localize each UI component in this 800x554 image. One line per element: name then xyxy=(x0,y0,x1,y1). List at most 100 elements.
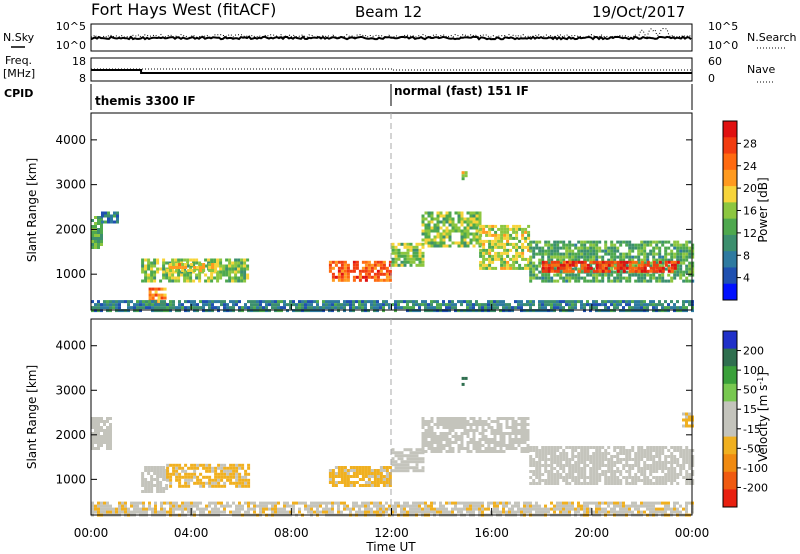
data-cell xyxy=(204,279,208,283)
data-cell xyxy=(216,261,220,265)
data-cell xyxy=(187,472,191,476)
data-cell xyxy=(478,214,482,218)
data-cell xyxy=(225,264,229,268)
data-cell xyxy=(613,303,616,307)
data-cell xyxy=(691,255,695,259)
data-cell xyxy=(472,423,476,426)
data-cell xyxy=(547,243,551,247)
data-cell xyxy=(490,309,493,313)
data-cell xyxy=(643,306,646,310)
colorbar-tick-label: 15 xyxy=(743,403,757,416)
data-cell xyxy=(166,475,170,479)
data-cell xyxy=(562,263,566,267)
data-cell xyxy=(613,446,617,449)
data-cell xyxy=(364,275,368,279)
data-cell xyxy=(544,300,547,304)
data-cell xyxy=(691,458,695,461)
data-cell xyxy=(667,303,670,307)
data-cell xyxy=(115,507,118,511)
data-cell xyxy=(550,252,554,256)
data-cell xyxy=(141,484,145,487)
data-cell xyxy=(364,278,368,282)
data-cell xyxy=(577,467,581,470)
data-cell xyxy=(358,504,361,508)
data-cell xyxy=(667,461,671,464)
data-cell xyxy=(358,466,362,469)
data-cell xyxy=(225,273,229,277)
data-cell xyxy=(109,306,112,310)
data-cell xyxy=(94,507,97,511)
data-cell xyxy=(457,300,460,304)
data-cell xyxy=(109,441,112,444)
data-cell xyxy=(499,423,503,426)
data-cell xyxy=(216,273,220,277)
data-cell xyxy=(106,417,109,420)
data-cell xyxy=(538,473,542,476)
data-cell xyxy=(361,504,364,508)
data-cell xyxy=(577,269,581,273)
data-cell xyxy=(94,306,97,310)
data-cell xyxy=(355,306,358,310)
data-cell xyxy=(484,435,488,438)
data-cell xyxy=(466,232,470,236)
data-cell xyxy=(370,510,373,514)
data-cell xyxy=(220,469,224,473)
data-cell xyxy=(661,258,665,262)
data-cell xyxy=(463,300,466,304)
data-cell xyxy=(144,484,148,487)
data-cell xyxy=(586,510,589,514)
data-cell xyxy=(610,243,614,247)
data-cell xyxy=(436,211,440,215)
nave-trace xyxy=(91,68,692,71)
data-cell xyxy=(619,473,623,476)
y-tick-label: 4000 xyxy=(55,133,86,147)
data-cell xyxy=(154,303,157,307)
data-cell xyxy=(515,233,519,237)
data-cell xyxy=(667,246,671,250)
data-cell xyxy=(268,300,271,304)
data-cell xyxy=(568,243,572,247)
data-cell xyxy=(664,258,668,262)
data-cell xyxy=(643,273,647,277)
data-cell xyxy=(334,300,337,304)
data-cell xyxy=(328,501,331,505)
data-cell xyxy=(430,444,434,447)
data-cell xyxy=(682,467,686,470)
data-cell xyxy=(91,219,94,222)
data-cell xyxy=(445,309,448,313)
data-cell xyxy=(346,469,350,472)
data-cell xyxy=(613,279,617,283)
data-cell xyxy=(547,452,551,455)
data-cell xyxy=(228,279,232,283)
data-cell xyxy=(403,242,407,246)
data-cell xyxy=(406,469,410,473)
data-cell xyxy=(210,258,214,262)
data-cell xyxy=(430,244,434,248)
data-cell xyxy=(580,240,584,244)
data-cell xyxy=(246,267,250,271)
data-cell xyxy=(169,475,173,479)
data-cell xyxy=(494,242,498,246)
data-cell xyxy=(619,276,623,280)
data-cell xyxy=(583,263,587,267)
data-cell xyxy=(454,426,458,429)
data-cell xyxy=(150,261,154,265)
data-cell xyxy=(518,251,522,255)
data-cell xyxy=(500,266,504,270)
data-cell xyxy=(427,420,431,423)
y-tick-label: 1000 xyxy=(55,267,86,281)
data-cell xyxy=(499,303,502,307)
data-cell xyxy=(556,306,559,310)
data-cell xyxy=(283,306,286,310)
data-cell xyxy=(454,441,458,444)
data-cell xyxy=(292,303,295,307)
data-cell xyxy=(177,258,181,262)
data-cell xyxy=(214,475,218,479)
data-cell xyxy=(241,463,245,467)
data-cell xyxy=(100,309,103,313)
data-cell xyxy=(541,276,545,280)
data-cell xyxy=(622,300,625,304)
data-cell xyxy=(631,246,635,250)
data-cell xyxy=(451,417,455,420)
